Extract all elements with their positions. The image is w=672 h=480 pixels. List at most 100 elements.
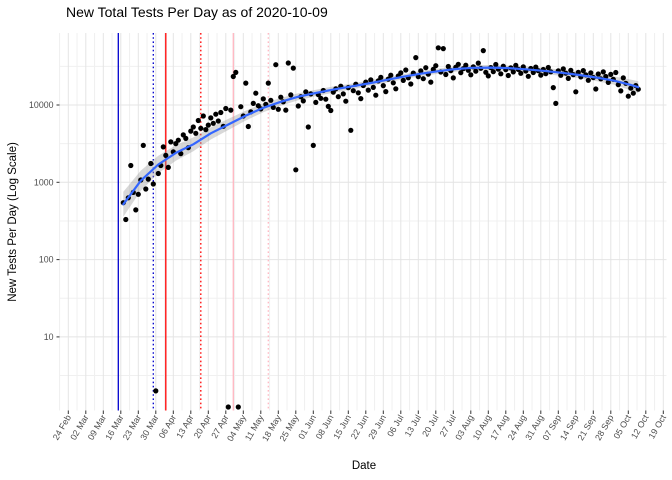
data-point bbox=[440, 46, 446, 52]
data-point bbox=[163, 152, 169, 158]
data-point bbox=[418, 68, 424, 74]
data-point bbox=[318, 95, 324, 101]
data-point bbox=[380, 83, 386, 89]
data-point bbox=[265, 80, 271, 86]
data-point bbox=[538, 72, 544, 78]
data-point bbox=[518, 70, 524, 76]
data-point bbox=[233, 69, 239, 75]
data-point bbox=[153, 388, 159, 394]
data-point bbox=[613, 69, 619, 76]
data-point bbox=[293, 167, 299, 173]
data-point bbox=[150, 181, 156, 187]
data-point bbox=[525, 73, 531, 79]
data-point bbox=[530, 69, 536, 76]
data-point bbox=[200, 113, 206, 119]
data-point bbox=[403, 67, 409, 73]
data-point bbox=[370, 84, 376, 90]
data-point bbox=[145, 176, 151, 182]
data-point bbox=[343, 98, 349, 104]
data-point bbox=[323, 96, 329, 102]
data-point bbox=[340, 91, 346, 97]
data-point bbox=[175, 137, 181, 143]
data-point bbox=[560, 66, 566, 72]
data-point bbox=[390, 80, 396, 86]
data-point bbox=[268, 97, 274, 103]
data-point bbox=[228, 107, 234, 113]
data-point bbox=[195, 117, 201, 124]
data-point bbox=[443, 71, 449, 78]
data-point bbox=[513, 62, 519, 68]
data-point bbox=[205, 122, 211, 128]
data-point bbox=[355, 90, 361, 96]
data-point bbox=[135, 191, 141, 197]
data-point bbox=[600, 69, 606, 75]
data-point bbox=[270, 104, 276, 110]
data-point bbox=[278, 94, 284, 100]
data-point bbox=[573, 89, 579, 95]
data-point bbox=[203, 127, 209, 133]
data-point bbox=[408, 81, 414, 87]
data-point bbox=[198, 125, 204, 131]
data-point bbox=[348, 127, 354, 133]
data-point bbox=[155, 170, 161, 177]
data-point bbox=[288, 92, 294, 98]
data-point bbox=[588, 70, 594, 76]
gridlines-layer bbox=[59, 33, 667, 411]
data-point bbox=[193, 130, 199, 136]
data-point bbox=[133, 207, 139, 213]
data-point bbox=[128, 162, 134, 169]
data-point bbox=[608, 71, 614, 77]
data-point bbox=[615, 82, 621, 88]
data-point bbox=[290, 65, 296, 71]
data-point bbox=[335, 94, 341, 100]
data-point bbox=[123, 216, 129, 223]
data-point bbox=[480, 48, 486, 54]
y-tick-label: 10 bbox=[44, 332, 54, 342]
loess-curve-layer bbox=[122, 66, 640, 206]
data-point bbox=[593, 86, 599, 92]
data-point bbox=[378, 74, 384, 80]
data-point bbox=[475, 60, 481, 66]
data-point bbox=[473, 68, 479, 74]
data-point bbox=[305, 124, 311, 130]
data-point bbox=[213, 111, 219, 117]
data-point bbox=[218, 109, 224, 116]
y-axis-title: New Tests Per Day (Log Scale) bbox=[7, 142, 19, 302]
data-point bbox=[468, 72, 474, 78]
data-point bbox=[393, 86, 399, 92]
data-point bbox=[420, 76, 426, 82]
data-point bbox=[358, 96, 364, 102]
data-point bbox=[230, 73, 236, 80]
x-tick-label: 13 Jul bbox=[403, 413, 423, 438]
data-point bbox=[485, 73, 491, 79]
data-point bbox=[558, 72, 564, 78]
data-point bbox=[595, 71, 601, 77]
data-point bbox=[190, 124, 196, 130]
data-points-layer bbox=[120, 45, 641, 410]
data-point bbox=[423, 65, 429, 71]
x-tick-label: 20 Jul bbox=[420, 413, 440, 438]
data-point bbox=[210, 120, 216, 126]
data-point bbox=[550, 85, 556, 91]
data-point bbox=[413, 55, 419, 61]
data-point bbox=[455, 61, 461, 67]
y-tick-label: 100 bbox=[39, 255, 54, 265]
data-point bbox=[350, 88, 356, 94]
data-point bbox=[160, 144, 166, 150]
data-point bbox=[165, 164, 171, 170]
data-point bbox=[245, 123, 251, 130]
data-point bbox=[325, 103, 331, 109]
data-point bbox=[368, 77, 374, 83]
data-point bbox=[148, 160, 154, 167]
data-point bbox=[243, 80, 249, 86]
data-point bbox=[585, 77, 591, 83]
data-point bbox=[275, 106, 281, 112]
data-point bbox=[328, 107, 334, 114]
data-point bbox=[603, 73, 609, 80]
data-point bbox=[250, 100, 256, 106]
data-point bbox=[628, 85, 634, 91]
data-point bbox=[300, 98, 306, 104]
y-tick-label: 10000 bbox=[29, 100, 54, 110]
data-point bbox=[215, 118, 221, 124]
